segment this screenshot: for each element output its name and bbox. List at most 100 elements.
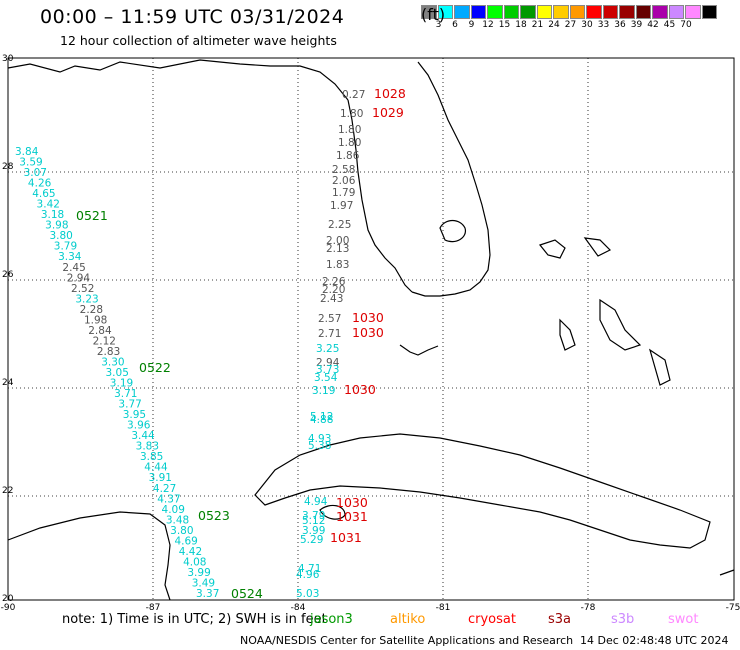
wave-height-value: 4.26 (28, 178, 52, 190)
wave-height-value: 2.28 (80, 304, 103, 316)
legend-label: 36 (614, 20, 626, 30)
legend-swatch (685, 5, 701, 19)
satellite-label-swot: swot (668, 612, 699, 627)
legend-label: 18 (515, 20, 527, 30)
wave-height-value: 1.79 (332, 187, 355, 199)
satellite-label-jason3: jason3 (310, 612, 353, 627)
wave-height-value: 3.77 (118, 399, 141, 411)
legend-swatch (652, 5, 668, 19)
wave-height-value: 3.73 (316, 364, 339, 376)
wave-height-value: 2.71 (318, 328, 341, 340)
map-subtitle: 12 hour collection of altimeter wave hei… (60, 33, 337, 48)
wave-height-value: 3.23 (75, 293, 98, 305)
legend-label: 33 (597, 20, 610, 30)
wave-height-value: 3.99 (302, 525, 325, 537)
generation-timestamp: 14 Dec 02:48:48 UTC 2024 (580, 634, 729, 647)
legend-swatch (569, 5, 585, 19)
latitude-label: 22 (2, 486, 13, 496)
legend-label: 70 (680, 20, 692, 30)
legend-label: 12 (482, 20, 494, 30)
wave-height-value: 3.59 (19, 157, 42, 169)
wave-height-value: 4.88 (310, 414, 333, 426)
wave-height-value: 3.42 (37, 199, 60, 211)
wave-height-value: 4.71 (298, 563, 321, 575)
legend-swatch (503, 5, 519, 19)
pass-time-label: 0521 (76, 208, 108, 223)
wave-height-value: 0.27 (342, 89, 365, 101)
wave-height-value: 2.13 (326, 243, 349, 255)
wave-height-value: 3.34 (58, 251, 82, 263)
map-frame (7, 57, 735, 601)
wave-height-value: 2.57 (318, 313, 341, 325)
latitude-label: 26 (2, 270, 14, 280)
wave-height-value: 5.38 (308, 440, 331, 452)
wave-height-value: 3.71 (114, 388, 137, 400)
wave-height-value: 3.95 (123, 409, 146, 421)
legend-label: 30 (581, 20, 593, 30)
wave-height-value: 2.06 (332, 175, 356, 187)
wave-height-value: 3.80 (170, 525, 193, 537)
latitude-label: 24 (2, 378, 14, 388)
wave-height-value: 4.65 (32, 188, 55, 200)
satellite-label-s3a: s3a (548, 612, 572, 627)
legend-label: 24 (548, 20, 560, 30)
wave-height-value: 2.00 (326, 235, 349, 247)
wave-height-value: 3.44 (131, 430, 155, 442)
satellite-label-altiko: altiko (390, 612, 426, 627)
wave-height-value: 1.86 (336, 150, 360, 162)
wave-height-value: 2.84 (88, 325, 112, 337)
wave-height-value: 3.19 (110, 378, 133, 390)
legend-swatch (553, 5, 569, 19)
wave-height-value: 3.79 (302, 510, 325, 522)
wave-height-value: 3.84 (15, 146, 39, 158)
wave-height-value: 5.29 (300, 534, 323, 546)
wave-height-value: 3.48 (166, 514, 189, 526)
wave-height-value: 1.98 (84, 314, 107, 326)
wave-height-value: 1.80 (338, 137, 361, 149)
wave-height-value: 2.94 (316, 357, 340, 369)
legend-swatch (635, 5, 651, 19)
legend-label: 21 (531, 20, 544, 30)
wave-height-value: 1.80 (340, 108, 363, 120)
wave-height-value: 4.96 (296, 569, 320, 581)
graticule (8, 58, 734, 600)
wave-height-value: 4.37 (157, 493, 180, 505)
legend-swatches (421, 5, 718, 19)
wave-height-value: 3.98 (45, 220, 68, 232)
legend-swatch (520, 5, 536, 19)
wave-height-value: 4.27 (153, 483, 176, 495)
wave-height-value: 4.93 (308, 433, 331, 445)
wave-height-value: 2.45 (62, 262, 85, 274)
wave-height-value: 3.99 (187, 567, 210, 579)
wave-height-value: 2.43 (320, 293, 343, 305)
longitude-label: -84 (291, 603, 306, 613)
legend-label: 15 (498, 20, 511, 30)
wave-height-value: 3.91 (149, 472, 172, 484)
latitude-label: 30 (2, 54, 14, 64)
pass-time-label: 1031 (330, 530, 362, 545)
legend-label: 27 (564, 20, 577, 30)
wave-height-value: 3.30 (101, 356, 124, 368)
pass-time-label: 1030 (352, 325, 384, 340)
legend-swatch (619, 5, 635, 19)
wave-height-value: 3.19 (312, 385, 335, 397)
wave-height-value: 5.12 (302, 515, 325, 527)
legend-swatch (437, 5, 453, 19)
wave-height-value: 3.18 (41, 209, 64, 221)
wave-height-value: 5.12 (310, 411, 333, 423)
pass-time-label: 1028 (374, 86, 406, 101)
longitude-label: -90 (1, 603, 16, 613)
east-track: 0.271.801.801.801.862.582.061.791.972.25… (296, 89, 365, 600)
legend-swatch (602, 5, 618, 19)
wave-height-value: 4.09 (162, 504, 185, 516)
wave-height-value: 4.42 (179, 546, 202, 558)
legend-label: 42 (647, 20, 659, 30)
wave-height-value: 3.25 (316, 343, 339, 355)
wave-height-value: 2.58 (332, 164, 355, 176)
legend-label: 6 (452, 20, 458, 30)
wave-height-value: 1.97 (330, 200, 353, 212)
wave-height-value: 2.52 (71, 283, 94, 295)
wave-height-value: 1.83 (326, 259, 349, 271)
